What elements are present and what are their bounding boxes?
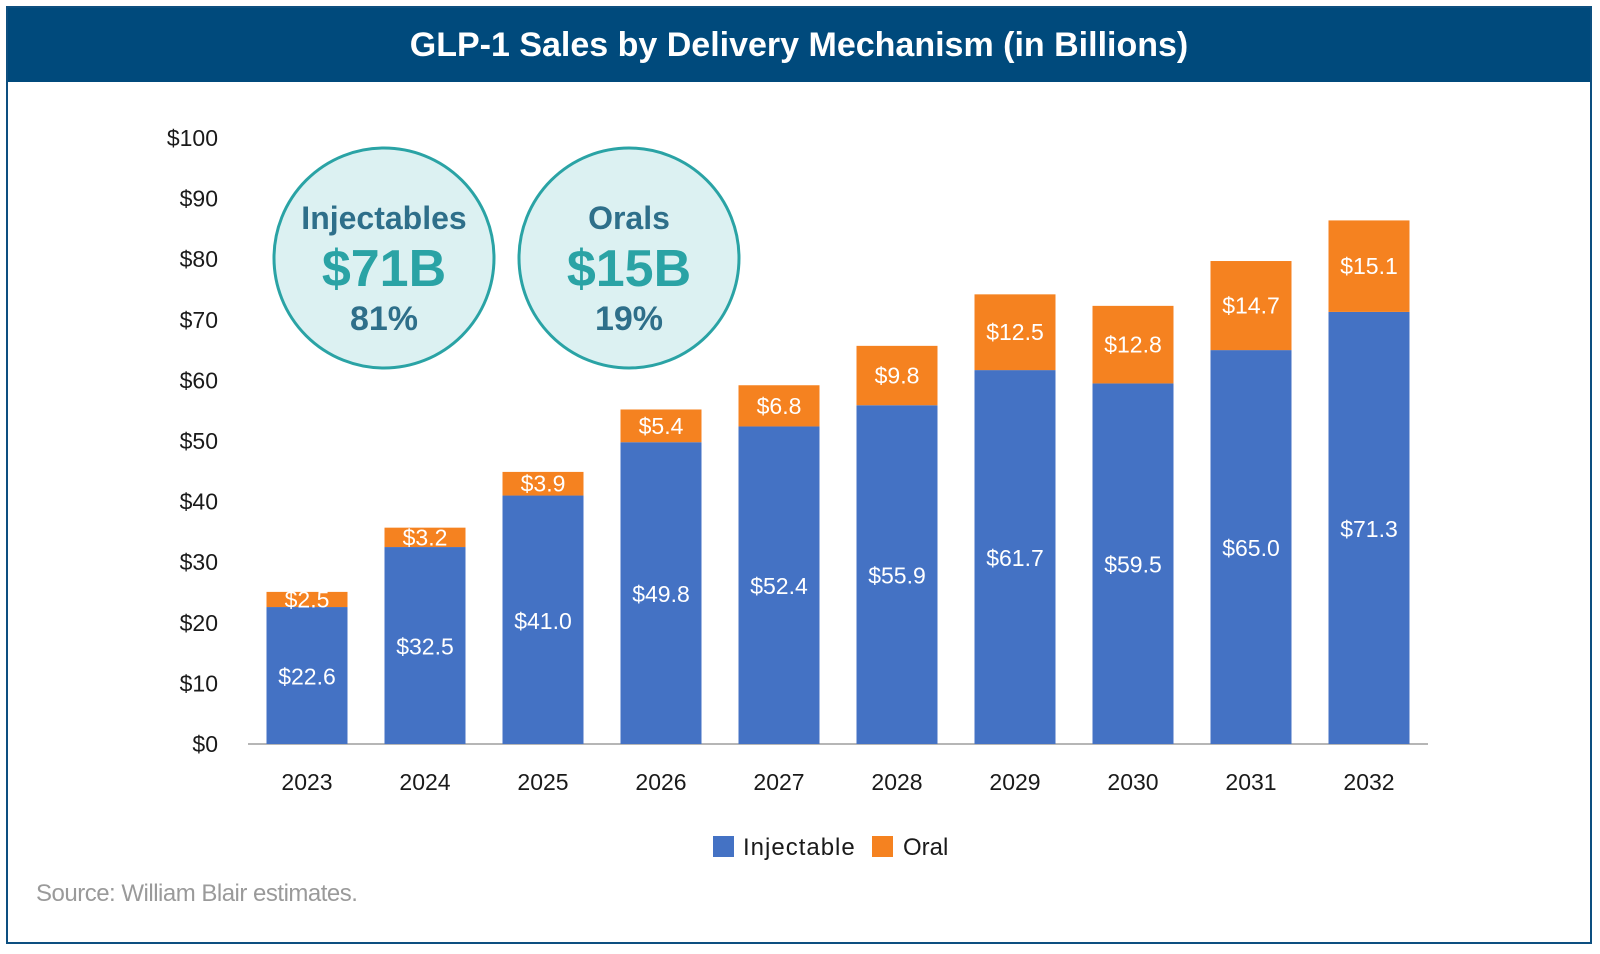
bar-oral: [1328, 220, 1410, 312]
data-label-injectable: $52.4: [750, 573, 808, 599]
bar-oral: [856, 345, 938, 406]
data-label-injectable: $71.3: [1340, 516, 1398, 542]
legend-swatch-injectable: [713, 836, 734, 857]
y-tick-label: $0: [192, 731, 218, 757]
title-bar: GLP-1 Sales by Delivery Mechanism (in Bi…: [8, 8, 1590, 82]
data-label-injectable: $65.0: [1222, 535, 1280, 561]
callout-share: 19%: [595, 300, 663, 338]
bar-injectable: [1328, 311, 1410, 744]
legend-label-oral: Oral: [903, 834, 948, 861]
chart-frame: GLP-1 Sales by Delivery Mechanism (in Bi…: [6, 6, 1592, 944]
bar-oral: [974, 294, 1056, 371]
x-tick-label: 2030: [1107, 769, 1158, 795]
y-tick-label: $20: [180, 610, 218, 636]
x-tick-label: 2023: [281, 769, 332, 795]
bar-injectable: [974, 370, 1056, 744]
callout-share: 81%: [350, 300, 418, 338]
bar-injectable: [856, 405, 938, 744]
data-label-injectable: $59.5: [1104, 552, 1162, 578]
y-tick-label: $50: [180, 428, 218, 454]
data-label-injectable: $61.7: [986, 545, 1044, 571]
bar-injectable: [738, 426, 820, 744]
callout-value: $15B: [567, 240, 691, 298]
x-tick-label: 2024: [399, 769, 450, 795]
x-tick-label: 2025: [517, 769, 568, 795]
data-label-oral: $3.9: [521, 471, 566, 497]
bar-oral: [1210, 261, 1292, 351]
data-label-oral: $12.8: [1104, 332, 1162, 358]
bar-injectable: [502, 495, 584, 744]
bar-oral: [738, 385, 820, 427]
chart-title: GLP-1 Sales by Delivery Mechanism (in Bi…: [409, 25, 1189, 64]
y-tick-label: $100: [167, 125, 218, 151]
bar-oral: [1092, 305, 1174, 384]
x-tick-label: 2026: [635, 769, 686, 795]
bar-oral: [620, 409, 702, 443]
x-tick-label: 2031: [1225, 769, 1276, 795]
data-label-injectable: $49.8: [632, 581, 690, 607]
data-label-oral: $5.4: [639, 413, 684, 439]
y-tick-label: $90: [180, 186, 218, 212]
data-label-oral: $14.7: [1222, 293, 1280, 319]
data-label-oral: $6.8: [757, 393, 802, 419]
bar-injectable: [620, 442, 702, 744]
data-label-oral: $3.2: [403, 524, 448, 550]
data-label-injectable: $22.6: [278, 664, 336, 690]
bar-injectable: [266, 607, 348, 744]
y-tick-label: $70: [180, 307, 218, 333]
y-tick-label: $60: [180, 367, 218, 393]
callout-circle: [517, 146, 741, 370]
bar-injectable: [1210, 350, 1292, 744]
callout-label: Injectables: [301, 200, 466, 236]
data-label-oral: $15.1: [1340, 253, 1398, 279]
source-note: Source: William Blair estimates.: [36, 880, 358, 907]
data-label-injectable: $41.0: [514, 608, 572, 634]
x-tick-label: 2028: [871, 769, 922, 795]
callout-circle: [272, 146, 496, 370]
callout-label: Orals: [588, 200, 670, 236]
y-tick-label: $40: [180, 489, 218, 515]
data-label-oral: $9.8: [875, 363, 920, 389]
data-label-injectable: $55.9: [868, 563, 926, 589]
data-label-oral: $12.5: [986, 319, 1044, 345]
x-tick-label: 2029: [989, 769, 1040, 795]
bar-oral: [502, 471, 584, 496]
data-label-oral: $2.5: [285, 586, 330, 612]
x-tick-label: 2032: [1343, 769, 1394, 795]
bar-injectable: [1092, 383, 1174, 744]
y-tick-label: $30: [180, 549, 218, 575]
y-tick-label: $10: [180, 670, 218, 696]
x-tick-label: 2027: [753, 769, 804, 795]
data-label-injectable: $32.5: [396, 634, 454, 660]
legend-swatch-oral: [872, 836, 893, 857]
y-tick-label: $80: [180, 246, 218, 272]
callout-value: $71B: [322, 240, 446, 298]
legend-label-injectable: Injectable: [743, 834, 856, 861]
bar-injectable: [384, 547, 466, 744]
bar-oral: [266, 591, 348, 608]
bar-oral: [384, 527, 466, 548]
